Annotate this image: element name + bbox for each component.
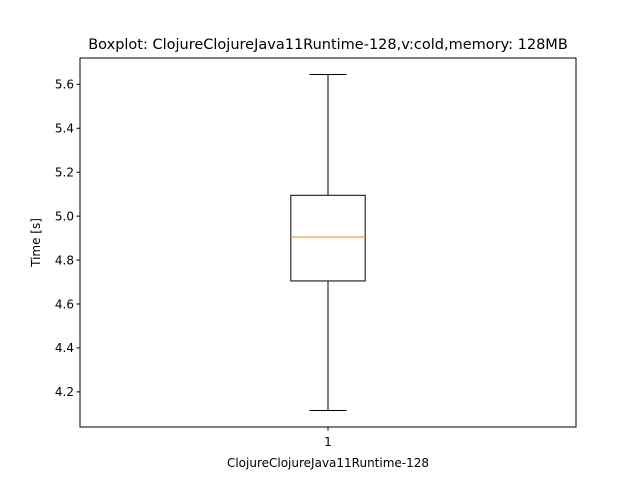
y-axis: 4.2 4.4 4.6 4.8 5.0 5.2 5.4 5.6 xyxy=(55,78,80,399)
x-axis-label: ClojureClojureJava11Runtime-128 xyxy=(227,456,429,470)
box-series xyxy=(290,73,366,412)
y-tick-label: 5.2 xyxy=(55,166,74,180)
y-tick-label: 5.6 xyxy=(55,78,74,92)
box-iqr xyxy=(290,194,366,282)
y-tick-label: 4.8 xyxy=(55,253,74,267)
y-tick-label: 4.6 xyxy=(55,297,74,311)
y-tick-label: 4.2 xyxy=(55,385,74,399)
y-tick-label: 5.0 xyxy=(55,209,74,223)
x-axis: 1 xyxy=(324,427,332,449)
y-axis-label: Time [s] xyxy=(29,218,43,268)
y-tick-label: 5.4 xyxy=(55,122,74,136)
y-tick-label: 4.4 xyxy=(55,341,74,355)
chart-title: Boxplot: ClojureClojureJava11Runtime-128… xyxy=(88,37,568,53)
x-tick-label: 1 xyxy=(324,435,332,449)
